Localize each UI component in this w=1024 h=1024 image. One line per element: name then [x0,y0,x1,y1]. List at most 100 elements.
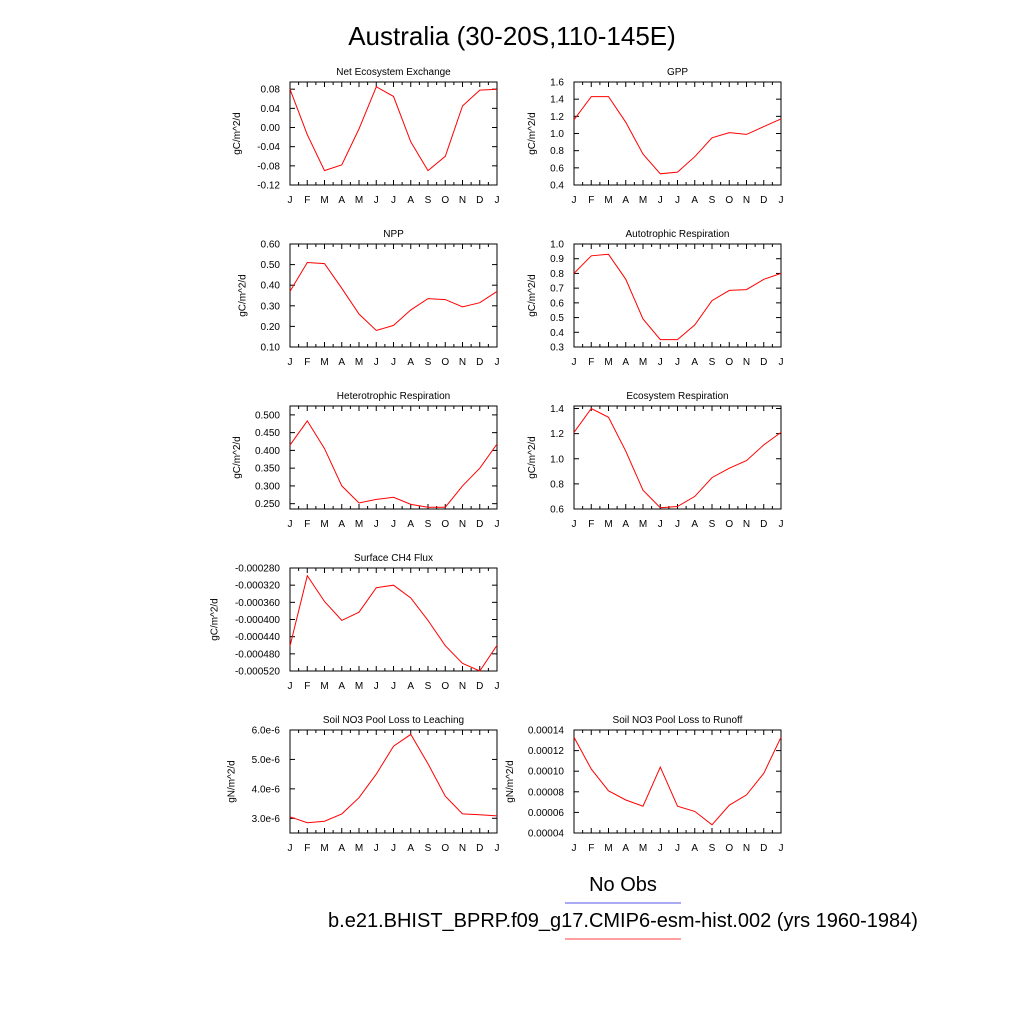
x-tick-label: F [588,843,594,854]
x-tick-label: J [572,357,577,368]
y-tick-label: 0.6 [550,163,564,174]
x-tick-label: M [320,519,328,530]
y-tick-label: 1.0 [550,240,564,251]
x-tick-label: M [355,519,363,530]
y-tick-label: 0.8 [550,479,564,490]
plot-frame [289,567,498,672]
plot-frame [573,729,782,834]
panel-title: GPP [667,67,688,78]
panel-title: Autotrophic Respiration [626,229,730,240]
x-tick-label: F [304,681,310,692]
x-tick-label: F [588,357,594,368]
x-tick-label: O [441,843,449,854]
x-tick-label: J [391,519,396,530]
y-tick-label: 0.6 [550,298,564,309]
x-tick-label: F [588,519,594,530]
panel-title: Soil NO3 Pool Loss to Runoff [613,715,743,726]
series-line [289,261,498,332]
x-tick-label: O [441,195,449,206]
y-tick-label: 0.50 [261,260,281,271]
x-tick-label: J [374,519,379,530]
x-tick-label: O [725,843,733,854]
figure-title: Australia (30-20S,110-145E) [348,21,676,51]
x-tick-label: S [709,357,716,368]
x-tick-label: D [476,681,483,692]
x-tick-label: A [691,843,698,854]
x-tick-label: J [391,195,396,206]
x-tick-label: J [374,681,379,692]
x-tick-label: A [338,681,345,692]
x-tick-label: J [374,357,379,368]
x-tick-label: J [391,843,396,854]
x-tick-label: F [304,519,310,530]
x-tick-label: D [760,519,767,530]
y-tick-label: 0.500 [255,410,280,421]
x-tick-label: J [495,519,500,530]
x-tick-label: J [288,357,293,368]
y-tick-label: 0.4 [550,328,564,339]
x-tick-label: N [743,519,750,530]
x-tick-label: D [476,195,483,206]
y-axis-label: gC/m^2/d [527,112,538,155]
y-tick-label: 1.2 [550,112,564,123]
x-tick-label: N [459,681,466,692]
y-tick-label: 1.4 [550,95,564,106]
series-line [289,733,498,824]
y-tick-label: 0.3 [550,343,564,354]
x-tick-label: N [743,195,750,206]
y-tick-label: 0.40 [261,281,281,292]
x-tick-label: J [495,843,500,854]
y-tick-label: -0.04 [257,142,280,153]
y-tick-label: 3.0e-6 [252,814,281,825]
x-tick-label: D [476,519,483,530]
x-tick-label: M [355,195,363,206]
x-tick-label: J [374,195,379,206]
y-tick-label: 0.6 [550,505,564,516]
x-tick-label: O [441,519,449,530]
y-tick-label: -0.000360 [235,598,280,609]
x-tick-label: F [588,195,594,206]
series-line [289,574,498,672]
x-tick-label: M [604,519,612,530]
y-tick-label: 0.7 [550,284,564,295]
x-tick-label: O [441,681,449,692]
y-tick-label: 0.450 [255,428,280,439]
panel-title: Ecosystem Respiration [626,391,728,402]
x-tick-label: A [338,357,345,368]
y-tick-label: 1.4 [550,404,564,415]
x-tick-label: J [288,195,293,206]
y-axis-label: gC/m^2/d [238,274,249,317]
x-tick-label: O [725,357,733,368]
x-tick-label: S [709,195,716,206]
x-tick-label: O [725,519,733,530]
x-tick-label: J [675,519,680,530]
y-tick-label: -0.000320 [235,581,280,592]
x-tick-label: J [572,519,577,530]
x-tick-label: S [709,519,716,530]
x-tick-label: J [495,681,500,692]
y-axis-label: gC/m^2/d [210,598,221,641]
x-tick-label: D [476,843,483,854]
x-tick-label: A [338,843,345,854]
series-line [573,736,782,826]
x-tick-label: D [760,195,767,206]
x-tick-label: J [572,195,577,206]
x-tick-label: J [675,843,680,854]
x-tick-label: S [425,195,432,206]
x-tick-label: A [338,519,345,530]
y-tick-label: 0.20 [261,322,281,333]
y-tick-label: 0.300 [255,481,280,492]
x-tick-label: M [355,843,363,854]
x-tick-label: J [658,357,663,368]
y-tick-label: 6.0e-6 [252,726,281,737]
x-tick-label: A [691,195,698,206]
y-axis-label: gC/m^2/d [232,436,243,479]
x-tick-label: J [675,357,680,368]
y-tick-label: 0.04 [261,104,281,115]
x-tick-label: F [304,843,310,854]
plot-frame [289,243,498,348]
